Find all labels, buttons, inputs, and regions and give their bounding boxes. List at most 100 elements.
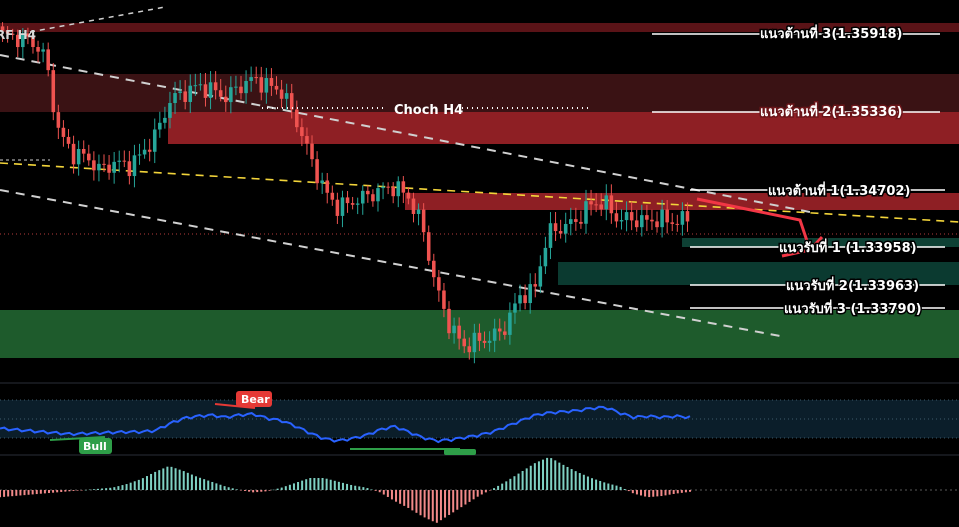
- candle-body: [680, 211, 685, 225]
- level-label-r2: แนวต้านที่ 2(1.35336): [760, 102, 902, 120]
- histogram-bar: [631, 490, 634, 494]
- histogram-bar: [480, 490, 483, 495]
- histogram-bar: [207, 480, 210, 490]
- candle-body: [386, 186, 390, 188]
- histogram-bar: [488, 490, 491, 491]
- candle-body: [497, 328, 502, 332]
- candle-body: [574, 219, 578, 222]
- histogram-bar: [260, 490, 263, 492]
- histogram-bar: [550, 458, 553, 490]
- candle-body: [21, 33, 25, 48]
- histogram-bar: [680, 490, 683, 493]
- histogram-bar: [607, 483, 610, 490]
- histogram-bar: [640, 490, 643, 496]
- candle-body: [203, 84, 208, 98]
- candle-body: [619, 220, 624, 222]
- histogram-bar: [231, 488, 234, 490]
- candle-body: [350, 203, 355, 205]
- histogram-bar: [476, 490, 479, 497]
- histogram-bar: [141, 478, 144, 490]
- histogram-bar: [578, 473, 581, 490]
- histogram-bar: [546, 457, 549, 490]
- candle-body: [685, 211, 690, 222]
- candle-body: [523, 295, 527, 304]
- candle-body: [87, 153, 91, 161]
- symbol-label: RF H4: [0, 28, 36, 42]
- bear-divergence-line: [214, 403, 256, 409]
- histogram-bar: [47, 490, 50, 494]
- histogram-bar: [64, 490, 67, 492]
- candle-body: [406, 192, 411, 199]
- candle-body: [97, 163, 101, 171]
- candle-body: [274, 85, 279, 90]
- candle-body: [629, 212, 634, 221]
- candle-body: [289, 93, 294, 110]
- candle-body: [396, 181, 401, 197]
- candle-body: [269, 78, 274, 86]
- histogram-bar: [284, 486, 287, 490]
- candle-body: [107, 164, 111, 173]
- candle-body: [259, 77, 264, 93]
- histogram-bar: [162, 468, 165, 490]
- projection-arrow: [696, 197, 812, 251]
- candle-body: [198, 84, 203, 86]
- candle-body: [670, 222, 675, 224]
- level-label-s1: แนวรับที่ 1 (1.33958): [779, 238, 917, 256]
- support-zone-1: [682, 238, 959, 247]
- candle-body: [462, 338, 467, 347]
- histogram-bar: [321, 478, 324, 490]
- candle-body: [563, 223, 568, 234]
- candle-body: [254, 77, 258, 79]
- histogram-bar: [411, 490, 414, 511]
- histogram-bar: [199, 477, 202, 490]
- histogram-bar: [43, 490, 46, 494]
- candle-body: [315, 159, 319, 184]
- histogram-bar: [76, 490, 79, 491]
- histogram-bar: [493, 488, 496, 490]
- histogram-bar: [264, 490, 267, 492]
- candle-body: [660, 209, 664, 228]
- histogram-bar: [0, 490, 1, 498]
- oscillator-band: [0, 400, 959, 438]
- candle-body: [218, 90, 223, 97]
- candle-body: [305, 136, 309, 144]
- candle-body: [56, 112, 61, 128]
- histogram-bar: [235, 489, 238, 490]
- candle-body: [665, 209, 669, 223]
- histogram-bar: [3, 490, 6, 497]
- candle-body: [426, 232, 431, 261]
- candle-body: [614, 213, 619, 222]
- histogram-bar: [305, 479, 308, 490]
- candle-body: [492, 328, 497, 341]
- candle-body: [325, 180, 330, 193]
- candle-body: [437, 277, 441, 291]
- candle-body: [26, 33, 30, 37]
- histogram-bar: [15, 490, 18, 496]
- candle-body: [452, 325, 456, 334]
- histogram-bar: [599, 480, 602, 490]
- candle-body: [213, 82, 218, 91]
- histogram-bar: [72, 490, 75, 491]
- histogram-bar: [113, 487, 116, 490]
- candle-body: [650, 219, 654, 222]
- candle-body: [553, 223, 558, 232]
- histogram-bar: [366, 488, 369, 490]
- histogram-bar: [395, 490, 398, 502]
- resistance-zone-2: [168, 112, 959, 144]
- candle-body: [178, 91, 182, 94]
- candle-body: [244, 80, 248, 94]
- histogram-bar: [615, 485, 618, 490]
- candle-body: [249, 77, 253, 81]
- histogram-bar: [509, 478, 512, 490]
- candle-body: [513, 303, 517, 313]
- histogram-bar: [399, 490, 402, 504]
- histogram-bar: [533, 463, 536, 490]
- histogram-bar: [660, 490, 663, 497]
- histogram-bar: [497, 485, 500, 490]
- histogram-bar: [591, 478, 594, 490]
- candle-body: [335, 199, 340, 216]
- histogram-bar: [656, 490, 659, 497]
- histogram-bar: [239, 490, 242, 491]
- candle-body: [152, 129, 157, 152]
